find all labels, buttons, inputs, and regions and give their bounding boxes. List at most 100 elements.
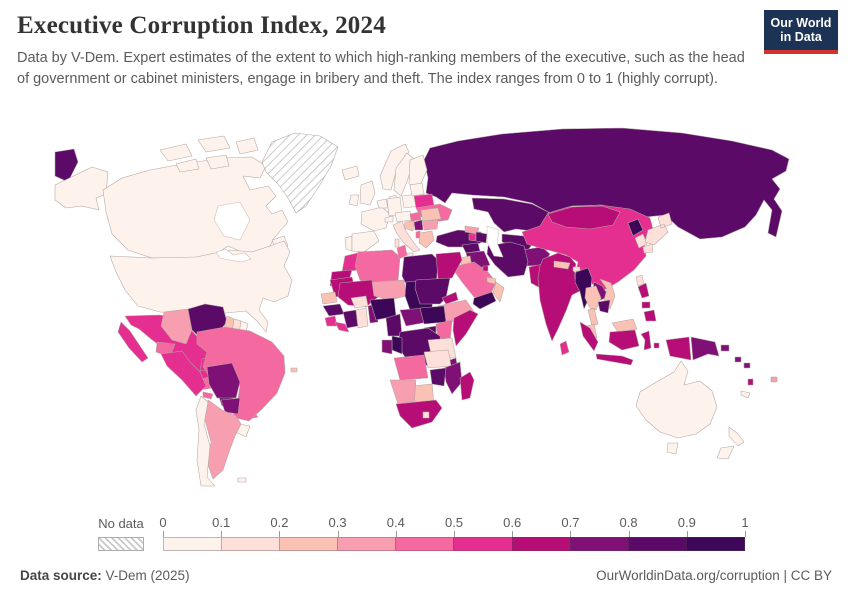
country-sweden[interactable] [393, 152, 415, 197]
country-romania[interactable] [420, 207, 442, 222]
country-syria[interactable] [461, 242, 481, 254]
country-namibia[interactable] [389, 379, 417, 407]
country-canada[interactable] [102, 156, 289, 259]
legend-bin-1[interactable] [221, 537, 281, 551]
country-guinea[interactable] [322, 303, 345, 317]
country-south-sudan[interactable] [419, 305, 447, 325]
country-china[interactable] [521, 204, 654, 291]
country-burkina-faso[interactable] [350, 295, 369, 309]
country-nepal[interactable] [553, 260, 571, 270]
legend-bin-2[interactable] [279, 537, 339, 551]
country-zambia[interactable] [423, 349, 453, 369]
country-fiji[interactable] [770, 376, 778, 383]
country-niger[interactable] [371, 279, 407, 301]
country-croatia-bosnia[interactable] [403, 220, 415, 232]
no-data-swatch[interactable] [98, 537, 144, 551]
legend-bin-0[interactable] [163, 537, 223, 551]
country-kuwait[interactable] [482, 265, 489, 272]
owid-citation-link[interactable]: OurWorldinData.org/corruption | CC BY [596, 568, 832, 583]
country-congo[interactable] [391, 335, 403, 355]
country-armenia[interactable] [468, 233, 477, 242]
country-uae[interactable] [486, 276, 497, 285]
country-mozambique[interactable] [443, 361, 463, 395]
country-yemen[interactable] [472, 291, 497, 310]
country-portugal[interactable] [344, 235, 353, 252]
country-iceland[interactable] [341, 165, 360, 181]
country-north-korea[interactable] [627, 218, 644, 237]
country-greece[interactable] [418, 230, 435, 249]
country-bulgaria[interactable] [422, 219, 439, 231]
country-liberia[interactable] [334, 321, 350, 333]
country-sri-lanka[interactable] [559, 340, 570, 356]
country-new-zealand[interactable] [716, 426, 745, 460]
legend-bin-3[interactable] [337, 537, 397, 551]
country-puerto-rico[interactable] [290, 367, 298, 373]
country-hungary[interactable] [409, 211, 422, 222]
country-new-caledonia[interactable] [740, 390, 751, 399]
country-south-africa[interactable] [395, 399, 443, 429]
legend-bin-8[interactable] [627, 537, 687, 551]
country-sudan[interactable] [414, 277, 451, 305]
legend-bin-6[interactable] [511, 537, 571, 551]
country-chile[interactable] [195, 395, 216, 487]
country-kazakhstan[interactable] [471, 197, 551, 233]
country-papua-new-guinea[interactable] [690, 336, 730, 361]
legend-bin-7[interactable] [569, 537, 629, 551]
country-mali[interactable] [337, 279, 379, 308]
country-mongolia[interactable] [547, 205, 621, 230]
country-thailand[interactable] [584, 285, 602, 327]
country-australia[interactable] [635, 360, 718, 455]
country-argentina[interactable] [204, 399, 242, 480]
country-vanuatu[interactable] [747, 378, 754, 386]
country-paraguay[interactable] [220, 397, 241, 415]
country-belgium-netherlands[interactable] [376, 198, 389, 209]
country-sierra-leone[interactable] [324, 315, 338, 327]
scale-tick [395, 531, 397, 537]
country-somalia[interactable] [452, 309, 479, 347]
country-switzerland[interactable] [384, 215, 394, 223]
country-austria-czechia[interactable] [394, 210, 413, 223]
country-madagascar[interactable] [459, 371, 475, 401]
country-japan[interactable] [642, 212, 673, 254]
country-bolivia[interactable] [206, 362, 241, 399]
country-eritrea[interactable] [441, 291, 459, 305]
country-finland[interactable] [408, 154, 428, 189]
country-solomon-islands[interactable] [734, 356, 751, 369]
country-uk[interactable] [359, 180, 376, 206]
legend-bin-5[interactable] [453, 537, 513, 551]
country-angola[interactable] [393, 354, 429, 381]
country-el-salvador[interactable] [202, 391, 214, 400]
chart-subtitle: Data by V-Dem. Expert estimates of the e… [17, 50, 745, 87]
country-usa-alaska[interactable] [54, 166, 109, 211]
country-baltics[interactable] [409, 182, 425, 197]
legend-bin-9[interactable] [685, 537, 745, 551]
country-greenland[interactable] [261, 132, 339, 214]
country-egypt[interactable] [435, 251, 463, 281]
country-bhutan[interactable] [572, 266, 581, 272]
country-senegal[interactable] [320, 291, 338, 305]
country-oman[interactable] [492, 281, 505, 303]
legend-bin-4[interactable] [395, 537, 455, 551]
country-indonesia[interactable] [579, 321, 692, 366]
country-india[interactable] [537, 252, 585, 342]
owid-logo[interactable]: Our World in Data [764, 10, 838, 54]
country-cameroon[interactable] [385, 313, 403, 337]
country-falkland-islands[interactable] [237, 477, 247, 483]
country-ghana[interactable] [355, 307, 369, 329]
country-canada-islands[interactable] [159, 135, 289, 252]
country-vietnam[interactable] [599, 278, 616, 310]
country-gabon[interactable] [381, 339, 393, 355]
country-russia[interactable] [423, 127, 790, 240]
country-peru[interactable] [160, 350, 207, 397]
country-spain[interactable] [351, 230, 380, 253]
country-serbia[interactable] [413, 219, 424, 231]
country-russia-chukotka[interactable] [54, 148, 79, 183]
country-tunisia[interactable] [396, 244, 408, 260]
country-cambodia[interactable] [597, 299, 611, 314]
country-philippines[interactable] [637, 282, 657, 322]
country-lesotho[interactable] [422, 411, 430, 419]
country-azerbaijan[interactable] [475, 231, 488, 244]
country-south-korea[interactable] [634, 233, 648, 249]
country-zimbabwe[interactable] [429, 367, 447, 387]
country-ireland[interactable] [348, 194, 360, 207]
